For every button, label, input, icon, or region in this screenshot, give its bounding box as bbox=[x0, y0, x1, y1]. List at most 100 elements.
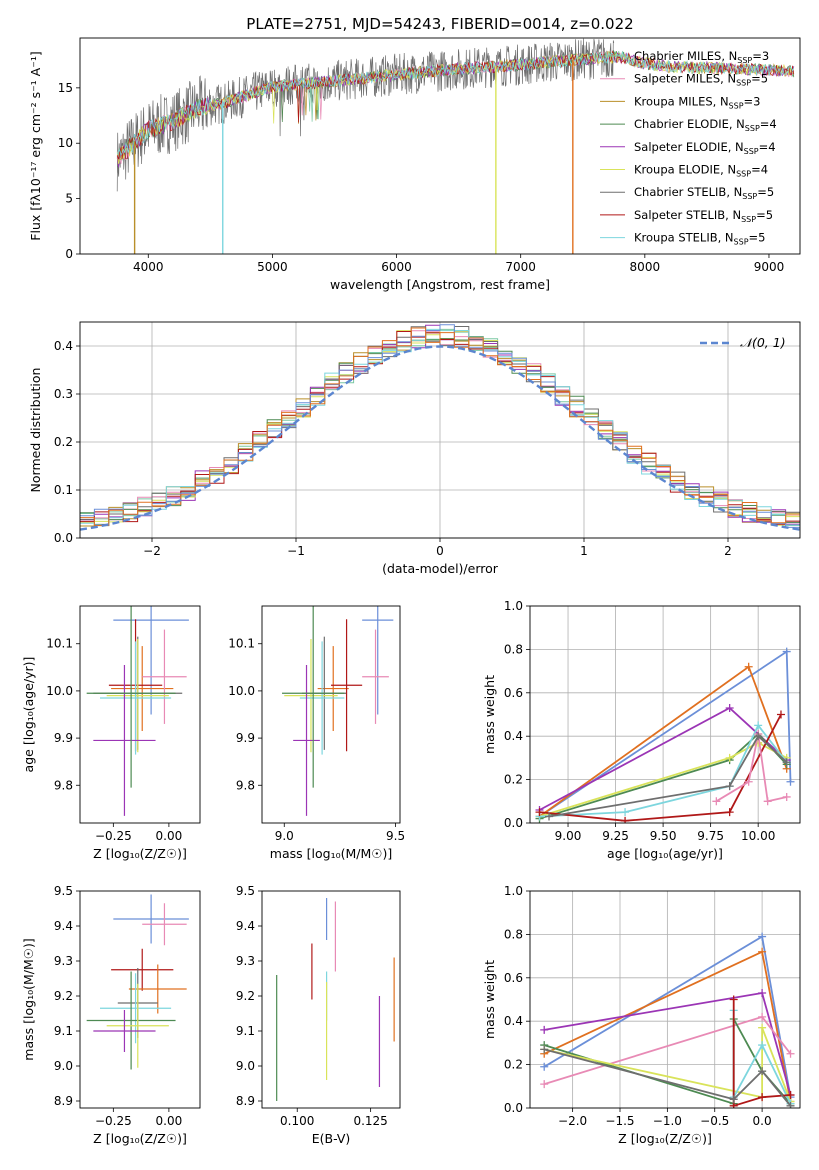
x-tick-label: 9.75 bbox=[697, 829, 724, 843]
y-tick-label: 0.1 bbox=[54, 483, 73, 497]
weight-marker bbox=[782, 792, 791, 801]
weight-marker bbox=[758, 988, 767, 997]
y-tick-label: 0.8 bbox=[504, 642, 523, 656]
y-tick-label: 1.0 bbox=[504, 884, 523, 898]
y-tick-label: 9.4 bbox=[54, 919, 73, 933]
mass-vs-extinction-panel: 0.100 0.125 8.9 9.0 9.1 9.2 9.3 9.4 9.5 E(B-V) bbox=[236, 884, 401, 1146]
y-tick-label: 0.6 bbox=[504, 971, 523, 985]
weight-marker bbox=[782, 647, 791, 656]
legend-label: Salpeter MILES, NSSP=5 bbox=[634, 72, 768, 88]
spectrum-series-group bbox=[116, 38, 795, 254]
x-axis-label: Z [log₁₀(Z/Z☉)] bbox=[618, 1131, 712, 1146]
x-tick-label: 9.5 bbox=[386, 829, 405, 843]
x-tick-label: 9.50 bbox=[650, 829, 677, 843]
y-tick-label: 9.9 bbox=[236, 731, 255, 745]
errorbar-group bbox=[86, 606, 189, 816]
weight-line bbox=[732, 999, 791, 1108]
y-tick-label: 0.4 bbox=[54, 339, 73, 353]
y-tick-label: 9.0 bbox=[54, 1059, 73, 1073]
y-tick-label: 10.1 bbox=[46, 637, 73, 651]
x-tick-label: 9000 bbox=[754, 260, 785, 274]
spectrum-line bbox=[116, 51, 795, 157]
weight-marker bbox=[621, 816, 630, 823]
age-vs-mass-panel: 9.0 9.5 9.8 9.9 10.0 10.1 mass [log₁₀(M/M☉)] bbox=[228, 605, 405, 861]
plot-frame bbox=[261, 605, 401, 824]
y-tick-label: 0.0 bbox=[504, 1101, 523, 1115]
y-tick-label: 9.8 bbox=[54, 778, 73, 792]
plot-frame bbox=[79, 321, 801, 539]
y-tick-label: 0.3 bbox=[54, 387, 73, 401]
x-tick-label: −1.5 bbox=[605, 1114, 634, 1128]
y-tick-label: 9.2 bbox=[54, 989, 73, 1003]
y-axis-label: mass weight bbox=[482, 960, 497, 1039]
y-tick-label: 0 bbox=[65, 247, 73, 261]
spectrum-line bbox=[116, 50, 795, 160]
y-tick-label: 0.6 bbox=[504, 686, 523, 700]
weight-marker bbox=[535, 808, 544, 817]
age-vs-metallicity-panel: −0.25 0.00 9.8 9.9 10.0 10.1 Z [log₁₀(Z/Z☉)] ag… bbox=[21, 605, 201, 861]
x-tick-label: 7000 bbox=[505, 260, 536, 274]
errorbar-group bbox=[86, 894, 189, 1070]
y-tick-label: 0.4 bbox=[504, 1014, 523, 1028]
mass-weight-vs-metallicity-panel: −2.0 −1.5 −1.0 −0.5 0.0 0.0 0.2 0.4 0.6 0.8 1.0 Z [… bbox=[482, 884, 801, 1146]
plot-frame bbox=[79, 605, 201, 824]
histogram-step bbox=[80, 324, 800, 528]
y-axis-label: Normed distribution bbox=[28, 368, 43, 493]
weight-marker bbox=[744, 662, 753, 671]
weight-marker bbox=[782, 758, 791, 767]
weight-marker bbox=[545, 812, 554, 821]
x-tick-label: 6000 bbox=[381, 260, 412, 274]
weight-marker bbox=[754, 721, 763, 730]
x-tick-label: 10.00 bbox=[741, 829, 775, 843]
x-axis-label: (data-model)/error bbox=[382, 561, 499, 576]
weight-marker bbox=[729, 995, 738, 1004]
x-tick-label: −0.5 bbox=[700, 1114, 729, 1128]
legend-label: Chabrier STELIB, NSSP=5 bbox=[634, 185, 774, 201]
x-axis-label: E(B-V) bbox=[312, 1131, 351, 1146]
y-tick-label: 8.9 bbox=[236, 1094, 255, 1108]
weight-marker bbox=[725, 703, 734, 712]
y-tick-label: 9.5 bbox=[236, 884, 255, 898]
y-tick-label: 0.4 bbox=[504, 729, 523, 743]
figure-title: PLATE=2751, MJD=54243, FIBERID=0014, z=0… bbox=[246, 15, 633, 33]
weight-marker bbox=[786, 1090, 795, 1099]
x-tick-label: −0.25 bbox=[95, 1114, 132, 1128]
weight-marker bbox=[786, 1049, 795, 1058]
y-tick-label: 9.2 bbox=[236, 989, 255, 1003]
y-tick-label: 9.1 bbox=[54, 1024, 73, 1038]
weight-marker bbox=[758, 1012, 767, 1021]
histogram-group bbox=[80, 324, 800, 531]
weight-marker bbox=[758, 1041, 767, 1050]
y-tick-label: 10.1 bbox=[228, 637, 255, 651]
x-tick-label: 8000 bbox=[630, 260, 661, 274]
legend-label: Kroupa STELIB, NSSP=5 bbox=[634, 231, 765, 247]
weight-marker bbox=[540, 1025, 549, 1034]
x-tick-label: 0 bbox=[436, 544, 444, 558]
x-axis-label: Z [log₁₀(Z/Z☉)] bbox=[93, 1131, 187, 1146]
y-tick-label: 9.8 bbox=[236, 778, 255, 792]
x-tick-label: −1.0 bbox=[653, 1114, 682, 1128]
legend-label: Chabrier MILES, NSSP=3 bbox=[634, 49, 769, 65]
y-tick-label: 10.0 bbox=[46, 684, 73, 698]
y-tick-label: 9.4 bbox=[236, 919, 255, 933]
y-tick-label: 9.0 bbox=[236, 1059, 255, 1073]
y-tick-label: 0.0 bbox=[54, 531, 73, 545]
weight-marker bbox=[758, 1023, 767, 1032]
x-tick-label: −1 bbox=[287, 544, 305, 558]
weight-marker bbox=[758, 1093, 767, 1102]
weight-series-group bbox=[540, 932, 795, 1108]
weight-marker bbox=[725, 808, 734, 817]
x-axis-label: age [log₁₀(age/yr)] bbox=[607, 846, 723, 861]
weight-marker bbox=[725, 782, 734, 791]
mass-weight-vs-age-panel: 9.00 9.25 9.50 9.75 10.00 0.0 0.2 0.4 0.6 0.8 1.0 a… bbox=[482, 599, 801, 861]
y-axis-label: mass [log₁₀(M/M☉)] bbox=[21, 938, 36, 1060]
weight-line bbox=[543, 1048, 792, 1107]
weight-marker bbox=[758, 932, 767, 941]
legend-label: Kroupa MILES, NSSP=3 bbox=[634, 94, 760, 110]
weight-line bbox=[548, 734, 788, 818]
weight-marker bbox=[540, 1062, 549, 1071]
y-tick-label: 9.5 bbox=[54, 884, 73, 898]
residual-histogram-panel: −2 −1 0 1 2 0.0 0.1 0.2 0.3 0.4 (data-model)/error… bbox=[28, 321, 801, 576]
plot-frame bbox=[529, 890, 801, 1109]
